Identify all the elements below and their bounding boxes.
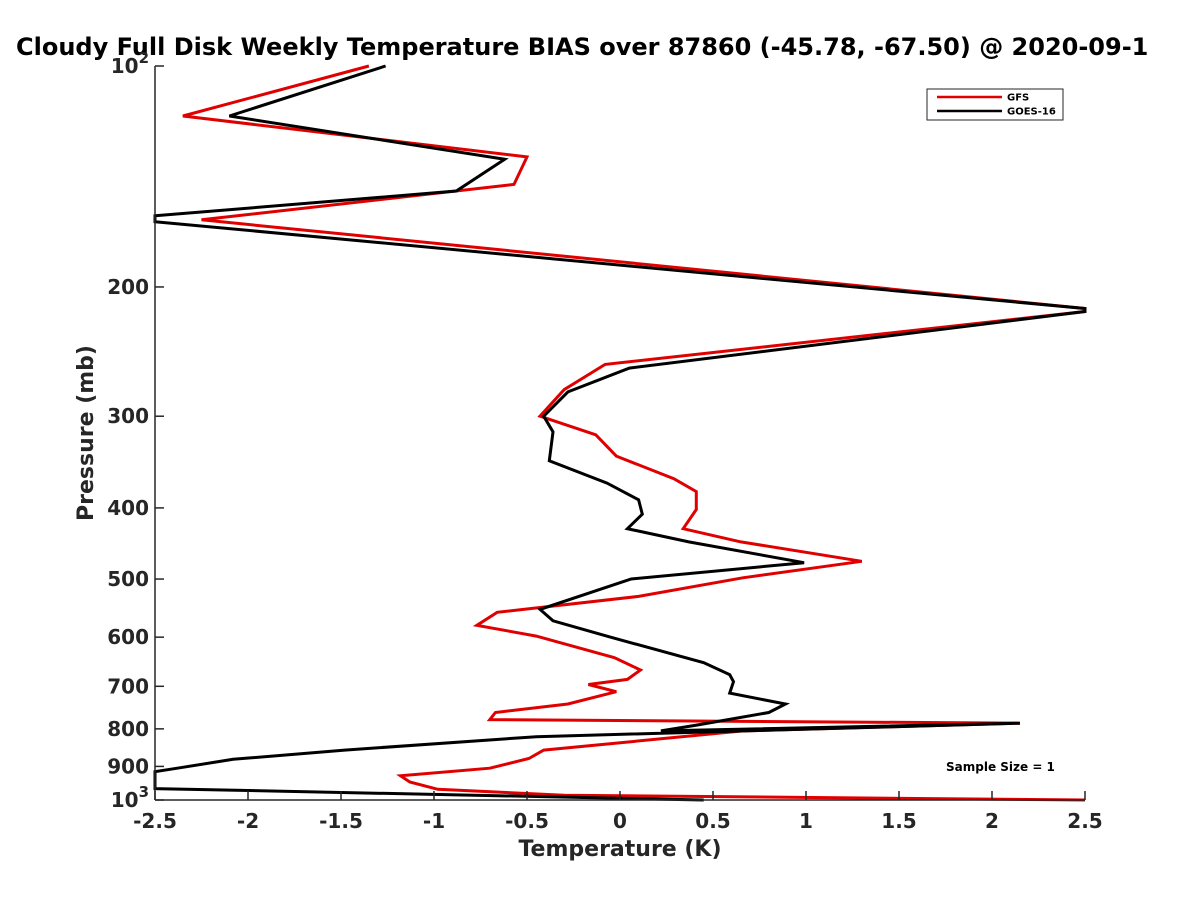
y-tick-label: 600 xyxy=(107,625,149,649)
x-tick-label: 1 xyxy=(799,809,813,833)
x-tick-label: 2 xyxy=(985,809,999,833)
y-tick-label: 800 xyxy=(107,717,149,741)
y-ticks: 102 200 300 400 500 600 700 800 900 103 xyxy=(107,49,164,812)
y-tick-label: 103 xyxy=(111,783,149,812)
x-tick-label: -0.5 xyxy=(505,809,549,833)
x-tick-label: 0.5 xyxy=(695,809,730,833)
x-tick-label: -2.5 xyxy=(133,809,177,833)
y-tick-label: 300 xyxy=(107,404,149,428)
plot-area: -2.5 -2 -1.5 -1 -0.5 0 0.5 1 1.5 2 2.5 102 200 300 40… xyxy=(107,49,1102,833)
x-tick-label: 2.5 xyxy=(1067,809,1102,833)
y-tick-label: 700 xyxy=(107,674,149,698)
y-axis-label: Pressure (mb) xyxy=(74,345,99,521)
x-axis-label: Temperature (K) xyxy=(518,837,721,862)
legend-label-gfs: GFS xyxy=(1007,93,1029,104)
series-layer xyxy=(153,64,1087,802)
x-ticks: -2.5 -2 -1.5 -1 -0.5 0 0.5 1 1.5 2 2.5 xyxy=(133,791,1103,833)
x-tick-label: -1.5 xyxy=(319,809,363,833)
legend: GFS GOES-16 xyxy=(926,88,1064,121)
sample-size-annotation: Sample Size = 1 xyxy=(946,760,1055,774)
y-tick-label: 500 xyxy=(107,567,149,591)
series-line-gfs xyxy=(182,64,1087,802)
x-tick-label: -2 xyxy=(237,809,259,833)
x-tick-label: -1 xyxy=(423,809,445,833)
x-tick-label: 1.5 xyxy=(881,809,916,833)
chart-title: Cloudy Full Disk Weekly Temperature BIAS… xyxy=(16,33,1148,61)
y-tick-label: 900 xyxy=(107,754,149,778)
y-tick-label: 200 xyxy=(107,275,149,299)
y-tick-label: 102 xyxy=(111,49,149,78)
legend-box xyxy=(926,88,1064,121)
legend-label-goes16: GOES-16 xyxy=(1007,107,1056,118)
x-tick-label: 0 xyxy=(613,809,627,833)
series-line-goes16 xyxy=(153,64,1087,802)
y-tick-label: 400 xyxy=(107,496,149,520)
